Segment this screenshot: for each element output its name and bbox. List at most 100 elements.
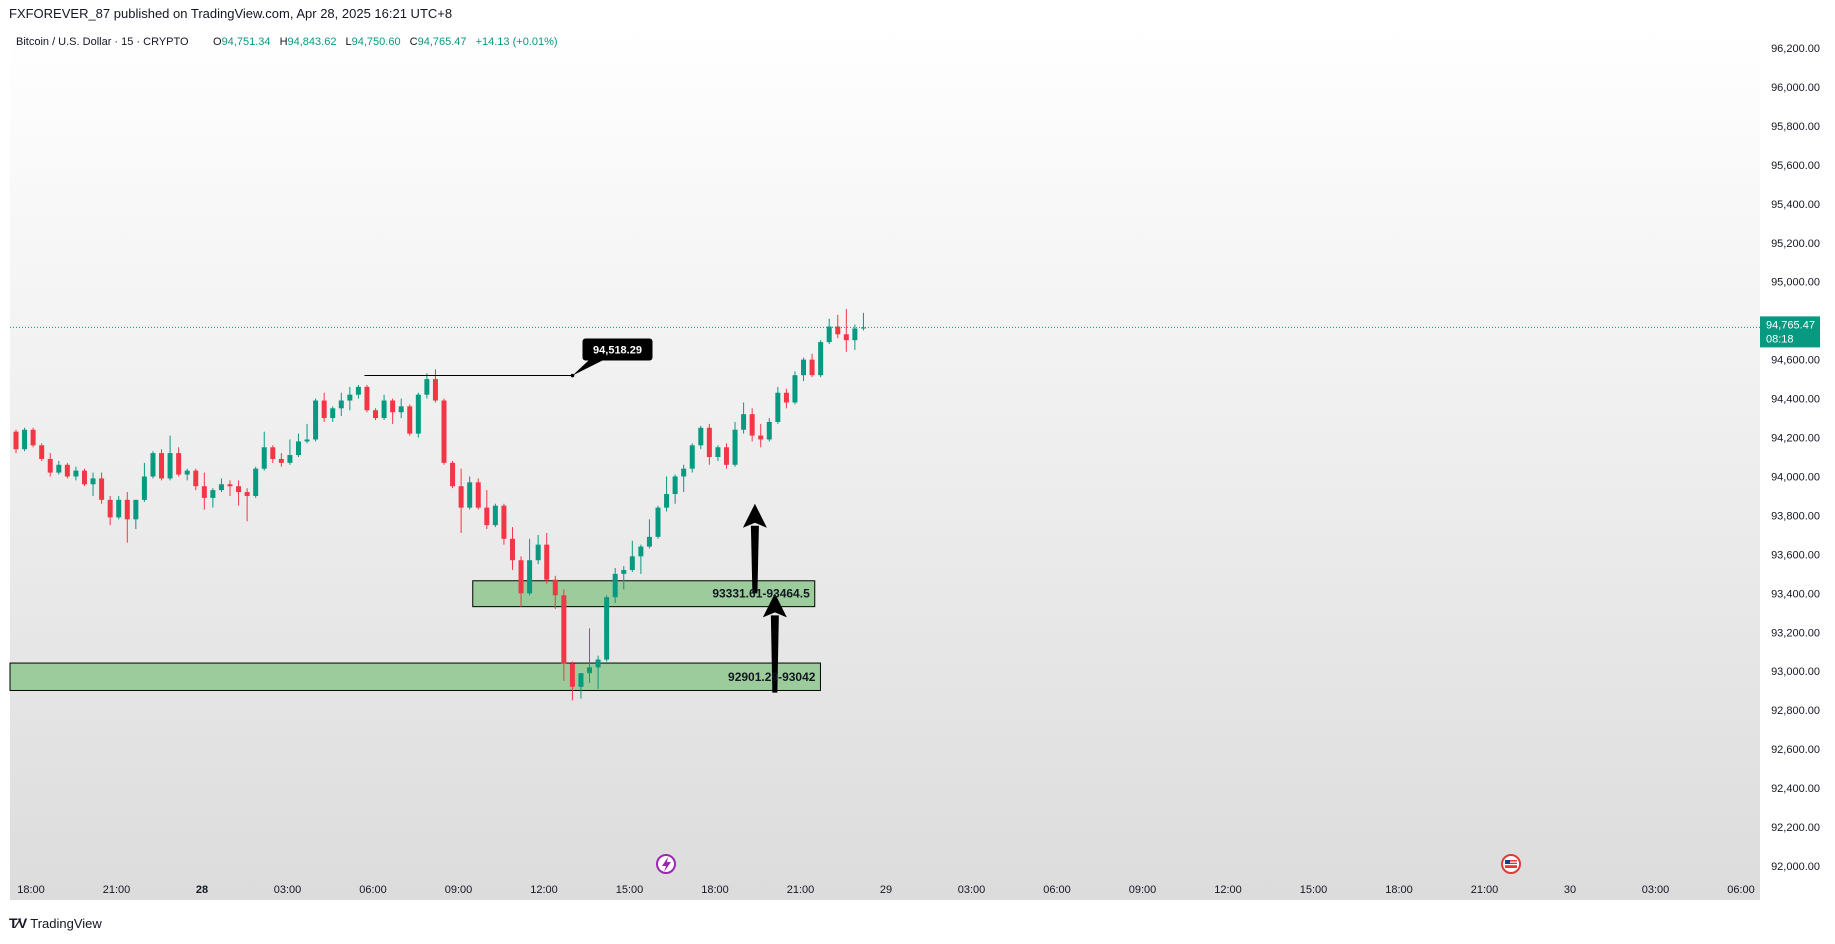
y-tick-label: 94,200.00 (1771, 433, 1820, 445)
current-price-tag: 94,765.47 08:18 (1760, 316, 1820, 348)
level-anchor-point (570, 373, 575, 378)
candle-body (441, 400, 447, 463)
y-tick-label: 95,400.00 (1771, 199, 1820, 211)
candle-body (587, 667, 593, 674)
level-callout[interactable]: 94,518.29 (572, 338, 653, 376)
candle-body (595, 659, 601, 668)
candle-body (355, 386, 361, 395)
candle-body (775, 392, 781, 422)
candle-body (150, 453, 156, 477)
level-label: 94,518.29 (593, 345, 642, 357)
candle-body (64, 464, 70, 477)
price-tag-countdown: 08:18 (1766, 333, 1794, 345)
candle-body (73, 470, 79, 477)
candle-body (638, 546, 644, 557)
candle-body (218, 484, 224, 491)
candle-body (133, 499, 139, 520)
legend-change: +14.13 (+0.01%) (476, 36, 558, 48)
candle-body (672, 476, 678, 495)
y-tick-label: 96,200.00 (1771, 43, 1820, 55)
candle-body (561, 595, 567, 664)
candle-body (287, 455, 293, 463)
x-tick-label: 03:00 (274, 884, 302, 896)
candle-body (321, 400, 327, 419)
candle-body (706, 427, 712, 457)
demand-zone-2 (9, 662, 821, 691)
x-tick-label: 30 (1564, 884, 1576, 896)
arrow-head (762, 593, 787, 618)
y-tick-label: 95,000.00 (1771, 277, 1820, 289)
zone-upper-label: 93331.61-93464.5 (712, 587, 810, 601)
candle-body (270, 447, 276, 459)
candle-body (81, 470, 87, 485)
candle-body (373, 410, 379, 419)
candle-body (604, 597, 610, 660)
candle-body (261, 447, 267, 469)
candle-body (398, 406, 404, 413)
up-arrow-2 (762, 593, 787, 693)
candle-body (227, 484, 233, 487)
publisher-header: FXFOREVER_87 published on TradingView.co… (9, 6, 452, 21)
candle-body (509, 538, 515, 561)
candle-body (535, 544, 541, 561)
candle-body (646, 536, 652, 547)
y-tick-label: 92,600.00 (1771, 744, 1820, 756)
legend-h-label: H (280, 36, 288, 48)
x-tick-label: 15:00 (616, 884, 644, 896)
y-tick-label: 93,800.00 (1771, 510, 1820, 522)
candle-body (758, 435, 764, 440)
candle-body (295, 441, 301, 456)
candle-body (424, 379, 430, 395)
y-tick-label: 92,400.00 (1771, 783, 1820, 795)
x-tick-label: 29 (880, 884, 892, 896)
candle-body (90, 478, 96, 485)
candle-body (484, 507, 490, 526)
candle-body (527, 560, 533, 594)
y-tick-label: 94,000.00 (1771, 471, 1820, 483)
zone-lower-label: 92901.29-93042 (728, 670, 816, 684)
candle-body (13, 431, 19, 450)
flag-icon-us[interactable] (1501, 854, 1521, 874)
candle-body (715, 447, 721, 457)
plot-background (10, 27, 1760, 900)
candle-body (544, 544, 550, 580)
candle-body (492, 505, 498, 526)
y-tick-label: 93,200.00 (1771, 627, 1820, 639)
x-tick-label: 06:00 (1043, 884, 1071, 896)
x-tick-label: 03:00 (1642, 884, 1670, 896)
candle-body (698, 427, 704, 446)
legend-c-value: 94,765.47 (418, 36, 467, 48)
candle-body (176, 453, 182, 475)
candle-body (723, 447, 729, 465)
candle-body (766, 421, 772, 440)
candle-body (407, 406, 413, 434)
candle-body (141, 476, 147, 500)
y-tick-label: 92,200.00 (1771, 822, 1820, 834)
y-tick-label: 93,600.00 (1771, 549, 1820, 561)
candle-body (860, 327, 866, 329)
x-tick-label: 15:00 (1300, 884, 1328, 896)
candle-body (390, 400, 396, 413)
y-tick-label: 94,600.00 (1771, 355, 1820, 367)
candle-body (244, 492, 250, 496)
candle-body (741, 414, 747, 430)
y-tick-label: 95,800.00 (1771, 121, 1820, 133)
candle-body (501, 505, 507, 539)
publisher-text: FXFOREVER_87 published on TradingView.co… (9, 6, 453, 21)
candle-body (621, 569, 627, 574)
candle-body (193, 470, 199, 487)
y-tick-label: 93,400.00 (1771, 588, 1820, 600)
candle-body (689, 445, 695, 469)
footer-brand[interactable]: T⁄V TradingView (9, 915, 102, 931)
candle-body (167, 453, 173, 479)
event-icon-lightning[interactable] (656, 854, 676, 874)
legend-symbol: Bitcoin / U.S. Dollar · 15 · CRYPTO (16, 36, 189, 48)
candle-body (518, 560, 524, 594)
candle-body (347, 394, 353, 401)
arrow-shaft (750, 525, 759, 594)
candle-body (236, 486, 242, 493)
x-tick-label: 18:00 (1385, 884, 1413, 896)
candle-body (458, 486, 464, 508)
